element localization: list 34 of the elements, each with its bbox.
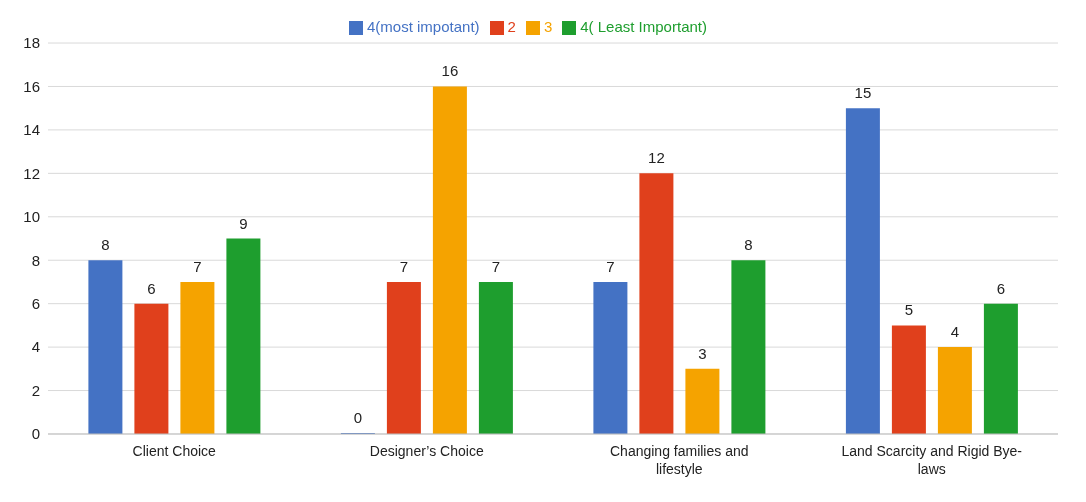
data-label: 16 [441, 62, 459, 80]
y-tick-label: 14 [23, 121, 40, 139]
legend-label: 3 [543, 18, 553, 35]
data-label: 4 [950, 323, 960, 341]
data-label: 6 [996, 279, 1006, 297]
y-tick-label: 0 [31, 425, 40, 443]
data-label: 5 [904, 301, 914, 319]
legend-label: 4( Least Important) [580, 18, 707, 35]
legend-label: 4(most impotant) [367, 18, 480, 35]
x-tick-label: Land Scarcity and Rigid Bye-laws [841, 443, 1023, 477]
data-label: 8 [744, 236, 753, 254]
data-label: 15 [854, 84, 872, 102]
y-tick-label: 10 [23, 208, 40, 226]
legend-label: 2 [507, 18, 516, 35]
data-label: 7 [399, 257, 409, 275]
y-tick-label: 2 [31, 381, 40, 399]
y-tick-label: 6 [31, 295, 40, 312]
y-tick-label: 8 [31, 251, 40, 269]
data-label: 7 [491, 257, 501, 275]
data-label: 0 [353, 409, 363, 426]
data-label: 7 [606, 257, 615, 275]
data-label: 7 [193, 257, 202, 275]
y-tick-label: 4 [31, 338, 40, 356]
y-tick-label: 16 [23, 77, 40, 95]
data-label: 3 [698, 344, 707, 362]
x-tick-label: Designer’s Choice [369, 443, 484, 459]
data-label: 6 [147, 279, 156, 297]
y-tick-label: 18 [23, 34, 40, 52]
data-label: 8 [101, 236, 110, 254]
data-label: 12 [648, 149, 665, 167]
x-tick-label: Changing families and lifestyle [609, 443, 749, 477]
y-tick-label: 12 [23, 164, 40, 182]
x-tick-label: Client Choice [132, 443, 217, 459]
data-label: 9 [239, 214, 248, 232]
